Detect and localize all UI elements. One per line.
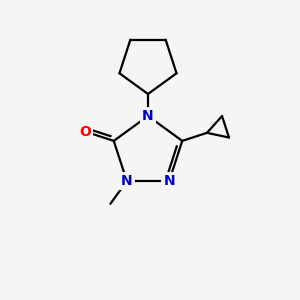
Text: N: N xyxy=(121,174,133,188)
Text: N: N xyxy=(163,174,175,188)
Text: N: N xyxy=(142,109,154,123)
Text: O: O xyxy=(79,124,91,139)
